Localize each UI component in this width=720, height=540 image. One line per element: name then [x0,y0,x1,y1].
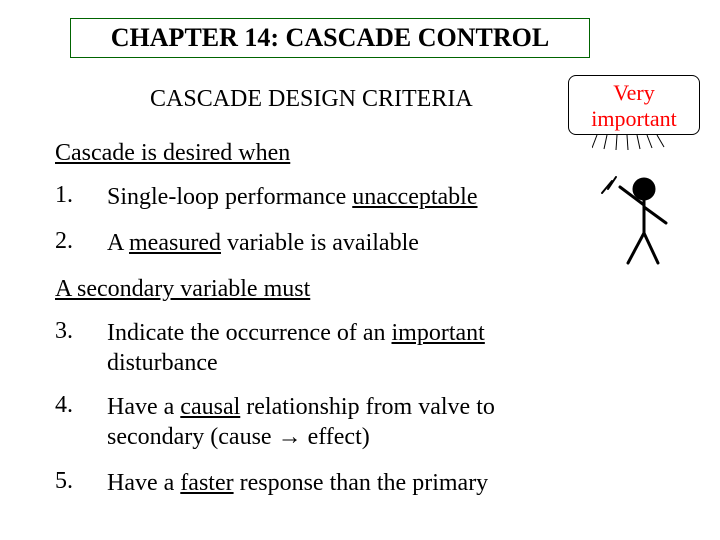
stick-figure-icon [592,175,682,270]
text-plain: response than the primary [234,470,489,496]
criterion-text: Have a faster response than the primary [107,468,488,498]
criterion-text: A measured variable is available [107,228,419,258]
callout-line2: important [591,106,677,131]
text-plain: A [107,230,129,256]
callout-bubble: Very important [568,75,700,135]
text-plain: Have a [107,470,180,496]
section1-label-row: Cascade is desired when [55,140,290,167]
text-underline: faster [180,470,233,496]
section2-label: A secondary variable must [55,276,310,302]
callout-burst-icon [592,132,682,157]
criterion-1: 1. Single-loop performance unacceptable [55,182,478,230]
text-underline: measured [129,230,221,256]
text-plain: Have a [107,394,180,420]
criterion-number: 4. [55,392,107,419]
criterion-number: 2. [55,228,107,255]
text-underline: causal [180,394,240,420]
criterion-number: 5. [55,468,107,495]
slide-subtitle: CASCADE DESIGN CRITERIA [150,86,473,113]
chapter-title: CHAPTER 14: CASCADE CONTROL [70,18,590,58]
slide: CHAPTER 14: CASCADE CONTROL CASCADE DESI… [0,0,720,540]
criterion-number: 1. [55,182,107,209]
criterion-5: 5. Have a faster response than the prima… [55,468,488,516]
text-plain: Single-loop performance [107,184,352,210]
text-plain: disturbance [107,350,218,376]
criterion-2: 2. A measured variable is available [55,228,419,276]
criterion-text: Have a causal relationship from valve to… [107,392,577,452]
section1-label: Cascade is desired when [55,140,290,166]
callout-line1: Very [613,80,655,105]
text-plain: Indicate the occurrence of an [107,320,392,346]
section2-label-row: A secondary variable must [55,276,310,303]
criterion-4: 4. Have a causal relationship from valve… [55,392,577,470]
text-underline: important [392,320,485,346]
criterion-3: 3. Indicate the occurrence of an importa… [55,318,577,396]
criterion-text: Indicate the occurrence of an important … [107,318,577,378]
criterion-number: 3. [55,318,107,345]
text-plain: variable is available [221,230,419,256]
criterion-text: Single-loop performance unacceptable [107,182,478,212]
text-underline: unacceptable [352,184,477,210]
